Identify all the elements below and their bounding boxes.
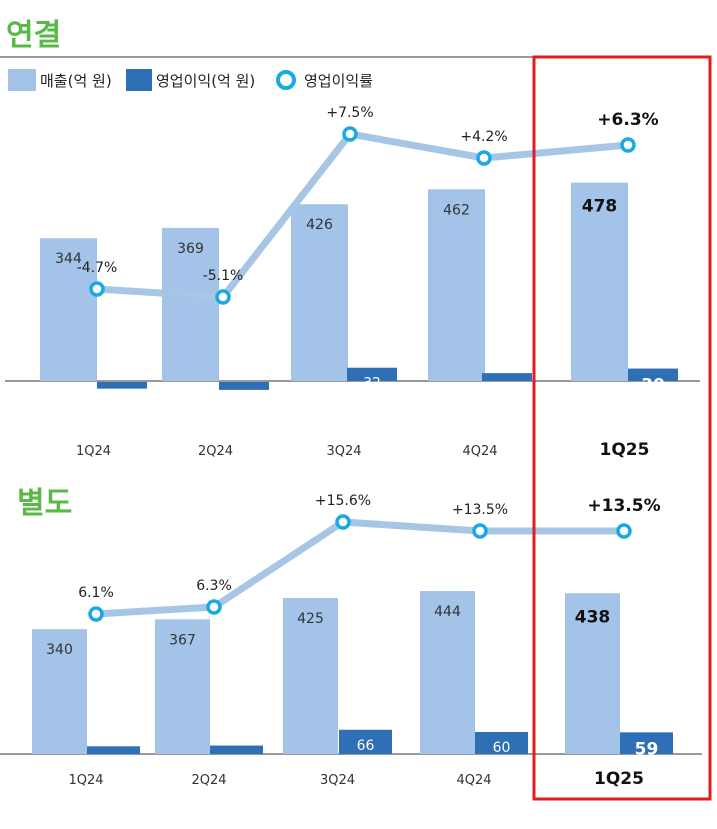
margin-point bbox=[206, 599, 222, 615]
category-label: 4Q24 bbox=[456, 773, 491, 788]
margin-value-label: +13.5% bbox=[587, 496, 660, 516]
margin-value-label: -4.7% bbox=[77, 260, 118, 276]
section-title-consolidated: 연결 bbox=[6, 18, 61, 53]
margin-point bbox=[620, 137, 636, 153]
revenue-value-label: 344 bbox=[55, 251, 82, 267]
revenue-value-label: 444 bbox=[434, 604, 461, 620]
margin-point bbox=[616, 523, 632, 539]
op-income-value-label: 59 bbox=[635, 739, 659, 759]
op-income-bar bbox=[475, 731, 528, 754]
legend-marker-margin bbox=[276, 70, 296, 90]
margin-point bbox=[215, 289, 231, 305]
margin-value-label: +4.2% bbox=[460, 129, 507, 145]
op-income-bar bbox=[620, 732, 673, 754]
category-label: 1Q24 bbox=[76, 444, 111, 459]
op-income-value-label: 30 bbox=[641, 376, 665, 396]
margin-value-label: 6.3% bbox=[196, 578, 232, 594]
revenue-bar bbox=[571, 182, 628, 381]
op-income-bar bbox=[628, 368, 678, 381]
revenue-value-label: 462 bbox=[443, 202, 470, 218]
op-income-bar bbox=[97, 382, 147, 389]
revenue-bar bbox=[565, 593, 620, 754]
category-label: 2Q24 bbox=[191, 773, 226, 788]
category-label: 1Q25 bbox=[600, 440, 650, 460]
op-income-value-label: -19 bbox=[233, 390, 256, 406]
revenue-bar bbox=[428, 189, 485, 381]
op-income-value-label: 23 bbox=[228, 754, 246, 770]
op-income-bar bbox=[210, 745, 263, 754]
legend-label-margin: 영업이익률 bbox=[304, 72, 373, 90]
margin-value-label: +13.5% bbox=[452, 502, 508, 518]
revenue-bar bbox=[155, 619, 210, 754]
revenue-value-label: 478 bbox=[582, 197, 618, 217]
chart-consolidated: 344 -16 1Q24 369 -19 2Q24 426 32 3Q24 462 19 4Q24 47… bbox=[5, 105, 700, 460]
section-title-separate: 별도 bbox=[17, 486, 72, 521]
op-income-value-label: -16 bbox=[111, 390, 134, 406]
revenue-value-label: 438 bbox=[575, 607, 611, 627]
margin-line bbox=[92, 518, 628, 618]
op-income-bar bbox=[219, 382, 269, 390]
revenue-value-label: 426 bbox=[306, 217, 333, 233]
margin-value-label: +6.3% bbox=[597, 110, 658, 130]
category-label: 3Q24 bbox=[320, 773, 355, 788]
revenue-bar bbox=[162, 227, 219, 381]
margin-point bbox=[472, 523, 488, 539]
margin-point bbox=[476, 150, 492, 166]
margin-point bbox=[89, 281, 105, 297]
margin-point bbox=[335, 514, 351, 530]
op-income-value-label: 60 bbox=[493, 740, 511, 756]
category-label: 2Q24 bbox=[198, 444, 233, 459]
category-label: 4Q24 bbox=[462, 444, 497, 459]
revenue-bar bbox=[291, 204, 348, 381]
category-label: 1Q25 bbox=[594, 769, 644, 789]
margin-point bbox=[88, 606, 104, 622]
op-income-bar bbox=[347, 367, 397, 381]
legend-label-revenue: 매출(억 원) bbox=[40, 72, 112, 90]
margin-value-label: -5.1% bbox=[203, 268, 244, 284]
margin-value-label: +15.6% bbox=[315, 493, 371, 509]
revenue-bar bbox=[420, 591, 475, 754]
revenue-bar bbox=[283, 598, 338, 754]
legend-label-op-income: 영업이익(억 원) bbox=[156, 72, 255, 90]
margin-value-label: +7.5% bbox=[326, 105, 373, 121]
op-income-bar bbox=[339, 729, 392, 754]
op-income-value-label: 19 bbox=[498, 381, 516, 397]
op-income-bar bbox=[87, 746, 140, 754]
legend-swatch-op-income bbox=[126, 69, 152, 91]
op-income-bar bbox=[482, 373, 532, 381]
highlight-box-1q25 bbox=[532, 55, 712, 801]
revenue-bar bbox=[40, 238, 97, 381]
margin-value-label: 6.1% bbox=[78, 585, 114, 601]
op-income-value-label: 32 bbox=[363, 376, 381, 392]
category-label: 1Q24 bbox=[68, 773, 103, 788]
margin-point bbox=[342, 126, 358, 142]
category-label: 3Q24 bbox=[326, 444, 361, 459]
revenue-value-label: 367 bbox=[169, 632, 196, 648]
op-income-value-label: 21 bbox=[105, 754, 123, 770]
revenue-bar bbox=[32, 629, 87, 754]
revenue-value-label: 369 bbox=[177, 241, 204, 257]
revenue-value-label: 340 bbox=[46, 642, 73, 658]
legend: 매출(억 원) 영업이익(억 원) 영업이익률 bbox=[8, 69, 373, 91]
revenue-value-label: 425 bbox=[297, 611, 324, 627]
legend-swatch-revenue bbox=[8, 69, 36, 91]
op-income-value-label: 66 bbox=[357, 738, 375, 754]
